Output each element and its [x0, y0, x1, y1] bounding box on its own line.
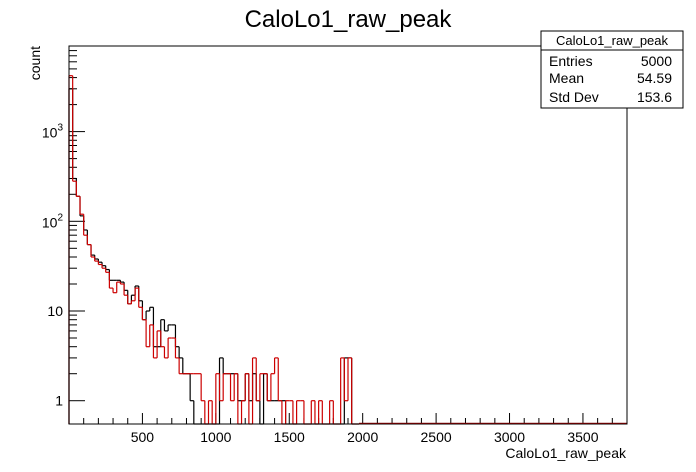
y-tick-label: 103 — [42, 123, 64, 141]
y-tick-label: 1 — [55, 393, 63, 409]
y-tick-exponent: 2 — [57, 212, 63, 223]
y-tick-label: 102 — [42, 212, 64, 230]
x-axis-label: CaloLo1_raw_peak — [505, 445, 627, 461]
x-tick-label: 3000 — [494, 429, 525, 445]
y-tick-label: 10 — [47, 303, 63, 319]
stats-entries-value: 5000 — [641, 53, 672, 69]
y-tick-exponent: 3 — [57, 123, 63, 134]
stats-mean-value: 54.59 — [637, 70, 672, 86]
chart-title: CaloLo1_raw_peak — [245, 6, 453, 33]
stats-box-frame — [540, 30, 684, 109]
stats-mean-label: Mean — [549, 70, 584, 86]
y-tick-base: 10 — [42, 214, 58, 230]
stats-entries-label: Entries — [549, 53, 593, 69]
x-tick-label: 500 — [131, 429, 155, 445]
stats-box-title: CaloLo1_raw_peak — [556, 33, 669, 48]
plot-frame — [68, 45, 628, 425]
y-axis-label: count — [27, 46, 43, 80]
stats-stddev-label: Std Dev — [549, 89, 599, 105]
x-tick-label: 2000 — [347, 429, 378, 445]
stats-stddev-value: 153.6 — [637, 89, 672, 105]
x-tick-label: 2500 — [421, 429, 452, 445]
x-tick-label: 1500 — [274, 429, 305, 445]
y-tick-base: 10 — [42, 125, 58, 141]
x-tick-label: 1000 — [200, 429, 231, 445]
x-tick-label: 3500 — [567, 429, 598, 445]
stats-box: CaloLo1_raw_peak Entries 5000 Mean 54.59… — [540, 30, 684, 109]
